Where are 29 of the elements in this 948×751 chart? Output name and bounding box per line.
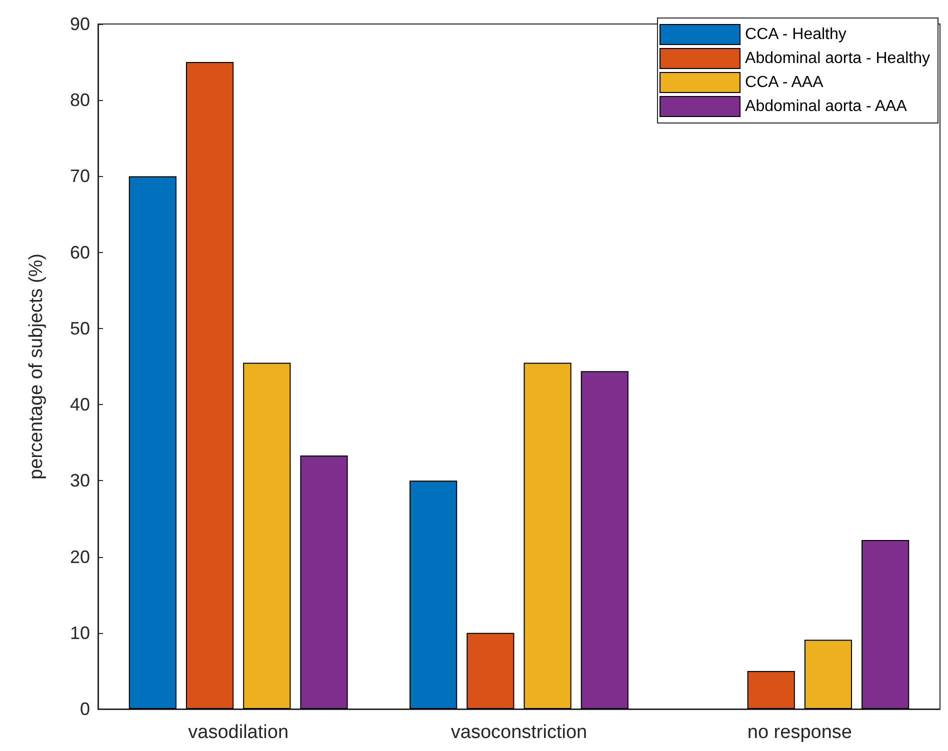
y-axis-title: percentage of subjects (%) [26,253,47,480]
bar [128,176,176,709]
y-tick-label: 60 [70,242,90,262]
x-tick-label: no response [747,722,852,743]
bar [862,540,910,709]
y-tick-label: 50 [70,318,90,338]
legend-label: CCA - Healthy [745,26,846,43]
y-tick-label: 30 [70,470,90,491]
bar [466,632,514,709]
legend-label: Abdominal aorta - AAA [745,98,908,115]
bar [747,670,795,709]
y-tick-label: 0 [80,699,90,719]
y-tick-label: 20 [70,546,90,567]
y-tick-label: 40 [70,394,90,415]
legend-label: Abdominal aorta - Healthy [745,50,930,67]
y-tick-label: 70 [70,166,90,186]
x-tick-label: vasoconstriction [450,722,588,743]
bar [186,62,234,709]
bar [580,371,628,709]
bar [243,362,291,709]
bar [410,480,458,709]
bar [524,362,572,709]
y-tick-label: 10 [70,622,90,643]
x-tick-label: vasodilation [188,722,289,743]
bar [804,640,852,709]
y-tick-label: 80 [70,90,90,110]
bar [300,456,348,709]
legend-label: CCA - AAA [745,74,824,91]
y-tick-label: 90 [70,14,90,34]
